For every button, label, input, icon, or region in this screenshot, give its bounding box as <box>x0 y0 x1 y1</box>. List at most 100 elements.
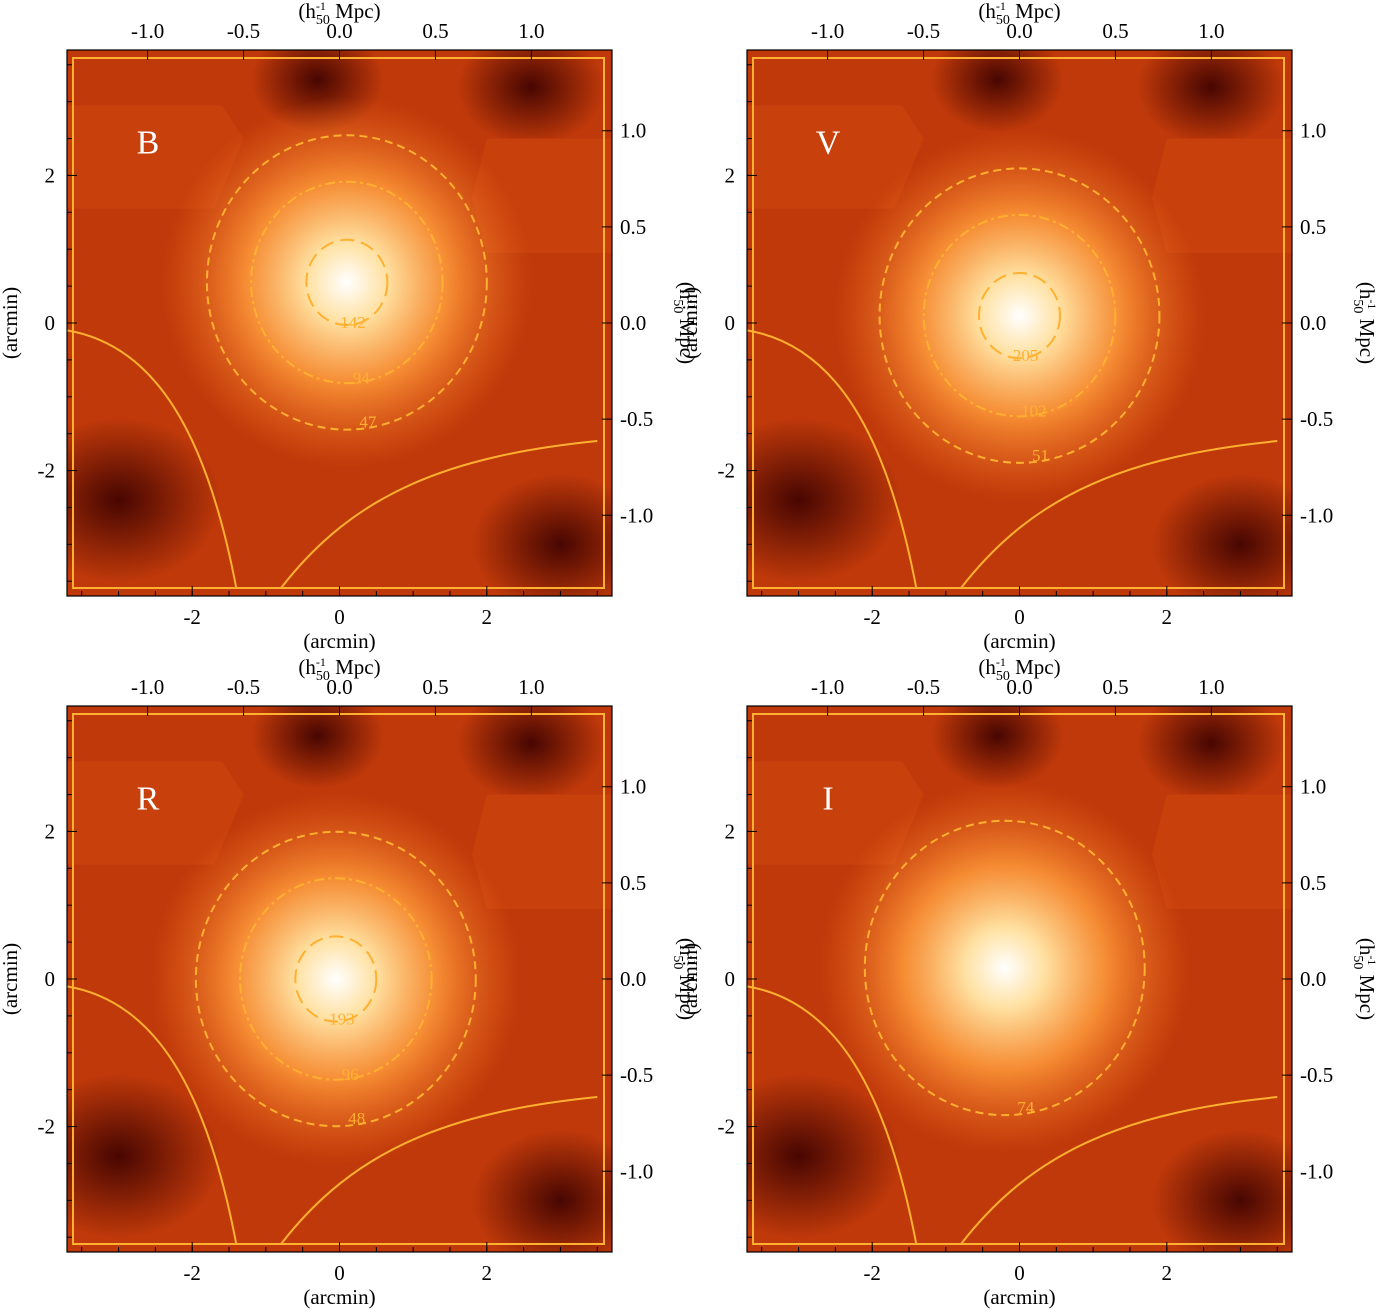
x-tick-label: 2 <box>1162 605 1173 629</box>
contour-label: 193 <box>329 1010 355 1029</box>
x2-tick-label: 0.5 <box>422 19 448 43</box>
cluster-peak-glow <box>161 96 533 469</box>
x-tick-label: -2 <box>863 605 881 629</box>
contour-line <box>205 134 488 431</box>
x2-tick-label: -1.0 <box>811 675 844 699</box>
y-tick-label: 0 <box>725 311 736 335</box>
heatmap-image: 48 96 193 <box>67 706 612 1252</box>
dark-region <box>1152 473 1292 596</box>
x2-tick-label: 0.0 <box>1006 19 1032 43</box>
x2-axis-title: (h-1 50 Mpc) <box>978 655 1060 684</box>
y2-tick-label: 0.0 <box>1300 967 1326 991</box>
y-axis-title: (arcmin) <box>678 287 702 359</box>
panel-B: 47 94 142 B -2 0 2 -2 0 2 -1.0 -0.5 0.0 0.5 1.0 -1.0 -0.… <box>0 0 699 653</box>
y-tick-label: 2 <box>45 819 56 843</box>
contour-line-solid <box>67 329 598 590</box>
contour-label: 96 <box>342 1065 359 1084</box>
masked-region-right <box>1152 138 1292 253</box>
y2-tick-label: 0.0 <box>620 311 646 335</box>
y-tick-label: -2 <box>38 459 56 483</box>
y-axis-title: (arcmin) <box>678 943 702 1015</box>
x-tick-label: 0 <box>1014 605 1025 629</box>
x2-tick-label: 0.0 <box>326 19 352 43</box>
panel-I: 74 I -2 0 2 -2 0 2 -1.0 -0.5 0.0 0.5 1.0 -1.0 -0.5 0.0 0… <box>678 655 1379 1309</box>
panel-label: B <box>137 124 160 161</box>
contour-line <box>922 213 1117 418</box>
x-tick-label: 0 <box>334 1261 345 1285</box>
contour-line-solid <box>67 985 598 1246</box>
y2-tick-label: -1.0 <box>1300 503 1333 527</box>
contour-label: 74 <box>1017 1098 1035 1117</box>
dark-region <box>1152 1129 1292 1252</box>
dark-region <box>1137 50 1285 146</box>
y2-tick-label: -1.0 <box>620 503 653 527</box>
y2-tick-label: 1.0 <box>620 775 646 799</box>
x2-tick-label: 1.0 <box>1198 19 1224 43</box>
contour-line <box>239 877 433 1081</box>
y-tick-label: -2 <box>718 1115 736 1139</box>
contour-line-solid <box>747 329 1278 590</box>
x2-tick-label: -0.5 <box>227 19 260 43</box>
x2-tick-label: 0.5 <box>422 675 448 699</box>
panel-label: V <box>816 124 841 161</box>
contour-label: 142 <box>340 313 366 332</box>
y2-tick-label: -0.5 <box>620 1063 653 1087</box>
contour-line <box>194 830 477 1128</box>
y2-tick-label: -0.5 <box>620 407 653 431</box>
dark-region <box>1137 706 1285 802</box>
x2-tick-label: 0.0 <box>326 675 352 699</box>
x-tick-label: -2 <box>183 1261 201 1285</box>
dark-region <box>472 1129 612 1252</box>
y2-tick-label: -0.5 <box>1300 407 1333 431</box>
x-tick-label: 2 <box>1162 1261 1173 1285</box>
y-axis-title: (arcmin) <box>0 943 22 1015</box>
x-tick-label: -2 <box>863 1261 881 1285</box>
y-tick-label: 0 <box>45 967 56 991</box>
contour-line <box>305 238 389 327</box>
panel-label: I <box>822 780 833 817</box>
y2-tick-label: 1.0 <box>1300 119 1326 143</box>
x2-tick-label: -0.5 <box>227 675 260 699</box>
y2-tick-label: -1.0 <box>620 1159 653 1183</box>
masked-region-left <box>67 761 244 865</box>
x2-tick-label: -1.0 <box>131 19 164 43</box>
dark-region <box>747 417 902 583</box>
dark-region <box>472 473 612 596</box>
x2-tick-label: 0.0 <box>1006 675 1032 699</box>
x-axis-title: (arcmin) <box>303 1285 375 1309</box>
contour-label: 94 <box>353 368 371 387</box>
contour-label: 51 <box>1032 446 1049 465</box>
x2-tick-label: 1.0 <box>518 19 544 43</box>
y2-tick-label: 0.5 <box>620 871 646 895</box>
dark-region <box>931 50 1064 133</box>
x-tick-label: 2 <box>482 605 493 629</box>
x-tick-label: 2 <box>482 1261 493 1285</box>
x2-tick-label: -1.0 <box>811 19 844 43</box>
contour-label: 205 <box>1013 346 1039 365</box>
y2-tick-label: 0.0 <box>1300 311 1326 335</box>
y2-tick-label: 0.0 <box>620 967 646 991</box>
contour-line <box>250 180 444 385</box>
y-tick-label: -2 <box>718 459 736 483</box>
contour-line-solid <box>747 985 1278 1246</box>
panel-R: 48 96 193 R -2 0 2 -2 0 2 -1.0 -0.5 0.0 0.5 1.0 -1.0 -0.… <box>0 655 699 1309</box>
contour-line <box>294 935 378 1023</box>
contour-label: 102 <box>1021 402 1047 421</box>
x2-tick-label: 1.0 <box>1198 675 1224 699</box>
heatmap-image: 47 94 142 <box>67 50 612 596</box>
x-tick-label: 0 <box>334 605 345 629</box>
contour-line <box>977 272 1062 360</box>
masked-region-right <box>1152 794 1292 909</box>
contour-label: 48 <box>348 1109 365 1128</box>
dark-region <box>67 1073 222 1239</box>
panel-V: 51 102 205 V -2 0 2 -2 0 2 -1.0 -0.5 0.0 0.5 1.0 -1.0 -0… <box>678 0 1379 653</box>
masked-region-right <box>472 794 612 909</box>
contour-label: 47 <box>359 413 377 432</box>
x2-tick-label: 0.5 <box>1102 19 1128 43</box>
masked-region-left <box>747 105 924 209</box>
cluster-peak-glow <box>834 129 1205 502</box>
y2-axis-title: (h-150 Mpc) <box>1350 282 1379 364</box>
y-axis-title: (arcmin) <box>0 287 22 359</box>
cluster-peak-glow <box>150 793 522 1165</box>
